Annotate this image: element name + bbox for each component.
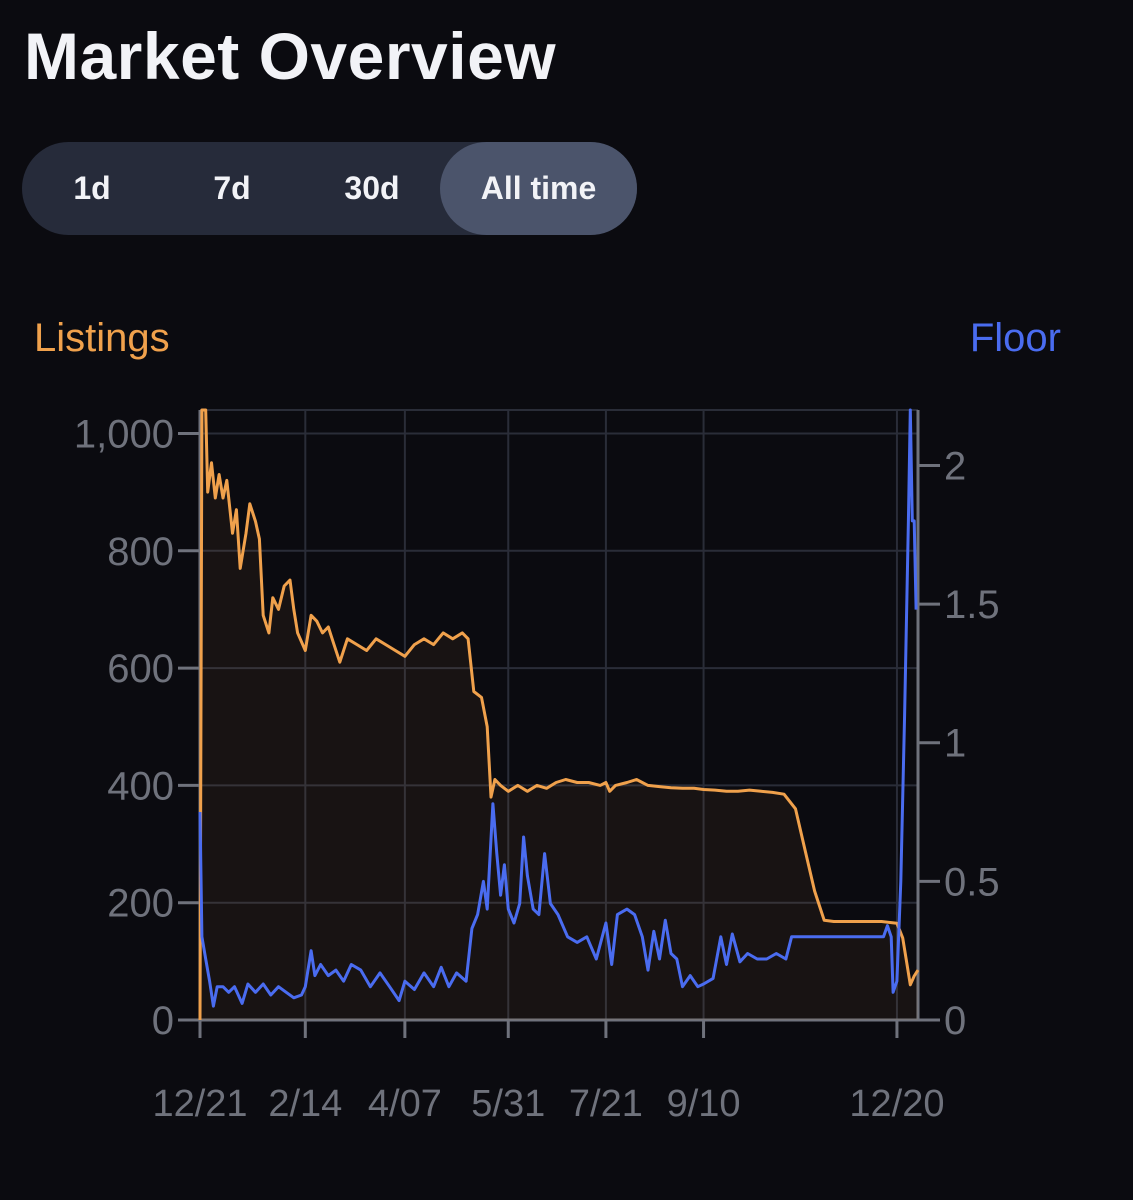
- y-right-tick-label: 2: [944, 444, 966, 488]
- y-left-tick-label: 800: [107, 530, 174, 574]
- y-left-tick-label: 0: [152, 999, 174, 1043]
- y-left-tick-label: 400: [107, 764, 174, 808]
- x-tick-label: 7/21: [569, 1083, 643, 1125]
- tab-7d[interactable]: 7d: [213, 170, 251, 206]
- y-left-tick-label: 1,000: [74, 412, 174, 456]
- x-tick-label: 12/21: [152, 1083, 247, 1125]
- series-area-listings: [200, 410, 918, 1020]
- y-right-tick-label: 0: [944, 999, 966, 1043]
- x-tick-label: 2/14: [268, 1083, 342, 1125]
- x-tick-label: 12/20: [849, 1083, 944, 1125]
- y-left-tick-label: 600: [107, 647, 174, 691]
- legend-floor: Floor: [969, 316, 1061, 360]
- page-title: Market Overview: [24, 19, 557, 93]
- y-right-tick-label: 0.5: [944, 860, 1000, 904]
- x-tick-label: 4/07: [368, 1083, 442, 1125]
- y-right-tick-label: 1.5: [944, 583, 1000, 627]
- series-line-listings: [198, 408, 920, 1021]
- tab-30d[interactable]: 30d: [344, 170, 400, 206]
- x-tick-label: 5/31: [471, 1083, 545, 1125]
- series-line-floor: [198, 408, 918, 1008]
- y-left-tick-label: 200: [107, 882, 174, 926]
- range-tabs: 1d 7d 30d All time: [22, 142, 637, 235]
- tab-all-time[interactable]: All time: [440, 142, 637, 235]
- x-tick-label: 9/10: [667, 1083, 741, 1125]
- tab-1d[interactable]: 1d: [73, 170, 111, 206]
- y-right-tick-label: 1: [944, 722, 966, 766]
- legend-listings: Listings: [34, 316, 170, 360]
